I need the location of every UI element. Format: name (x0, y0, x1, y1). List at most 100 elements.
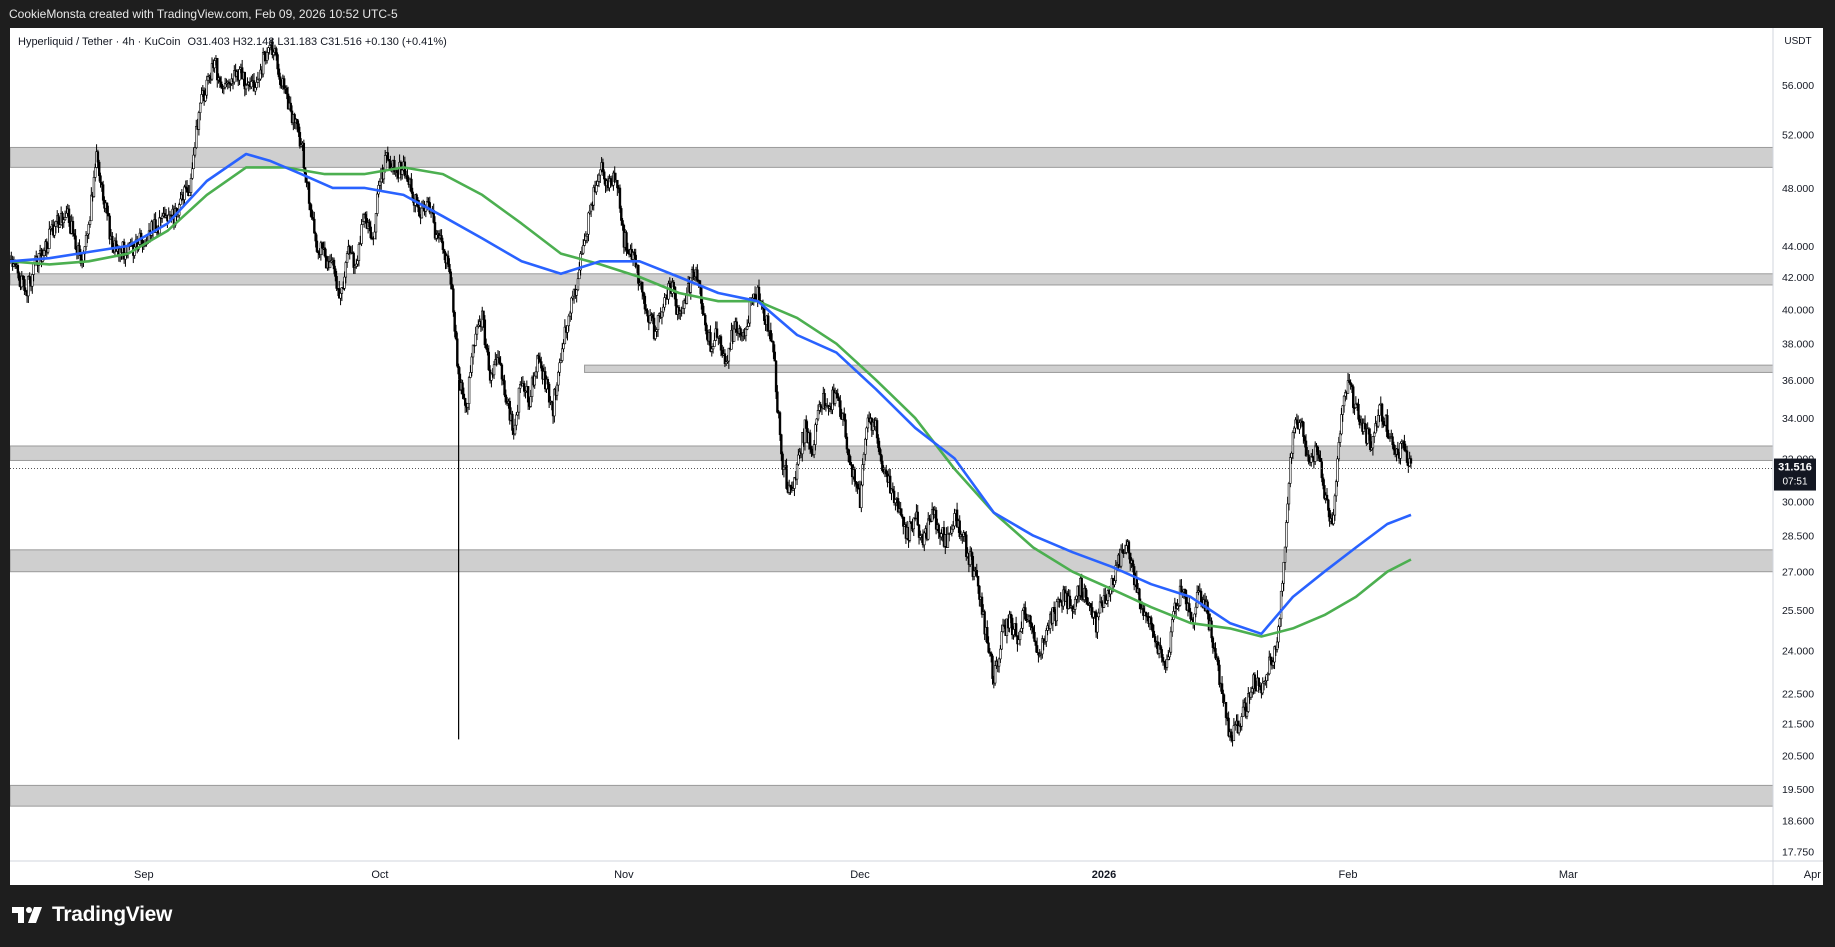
candle-body (1286, 503, 1289, 523)
candle-body (474, 333, 477, 346)
candle-body (546, 379, 550, 385)
candle-body (705, 324, 708, 335)
candle-body (471, 344, 475, 358)
candle-body (700, 286, 703, 304)
candle-body (1222, 693, 1225, 703)
candle-body (1257, 677, 1260, 686)
candle-body (108, 215, 111, 240)
candle-body (1289, 457, 1292, 484)
candle-body (885, 469, 888, 475)
candle-body (999, 648, 1002, 660)
candle-body (769, 330, 773, 342)
candle-body (713, 340, 716, 347)
candle-body (1121, 549, 1124, 553)
candle-body (566, 325, 569, 333)
candle-body (555, 384, 559, 396)
candle-body (1295, 419, 1299, 424)
candle-body (452, 288, 455, 313)
candle-body (744, 328, 748, 337)
y-tick-label: 44.000 (1782, 241, 1814, 253)
candle-body (1376, 415, 1380, 427)
candle-body (263, 51, 266, 55)
x-tick-label: Apr (1804, 869, 1821, 881)
candle-body (1281, 582, 1284, 592)
candle-body (781, 453, 784, 470)
candle-body (339, 293, 342, 299)
candle-body (1017, 639, 1020, 645)
candle-body (1227, 717, 1230, 737)
candle-body (313, 218, 316, 234)
candle-body (1307, 454, 1310, 462)
candle-body (32, 262, 35, 275)
candle-body (205, 79, 208, 96)
candle-body (461, 382, 464, 395)
candle-body (483, 319, 487, 346)
candle-body (1327, 499, 1330, 511)
candle-body (625, 232, 628, 251)
candle-body (355, 263, 358, 267)
candle-body (983, 611, 986, 635)
candle-body (739, 328, 742, 336)
candle-body (853, 469, 856, 482)
candle-body (1193, 613, 1196, 624)
candle-body (297, 123, 300, 133)
candle-body (558, 362, 561, 373)
candle-body (1171, 619, 1174, 633)
candle-body (534, 371, 538, 377)
candle-body (727, 347, 731, 362)
y-tick-label: 25.500 (1782, 605, 1814, 617)
candle-body (296, 118, 299, 125)
currency-label: USDT (1784, 36, 1811, 47)
y-tick-label: 38.000 (1782, 339, 1814, 351)
candle-body (503, 380, 506, 396)
candle-body (285, 87, 288, 95)
candle-body (63, 217, 67, 221)
price-chart[interactable]: 17.750 18.600 19.500 20.500 21.500 22.500 24.0… (10, 28, 1823, 885)
candle-body (1265, 674, 1268, 681)
candle-body (65, 212, 68, 218)
candle-body (58, 224, 62, 228)
candle-body (526, 386, 530, 403)
candle-body (62, 219, 65, 224)
candle-body (757, 286, 761, 301)
candle-body (529, 396, 532, 407)
candle-body (1080, 578, 1083, 598)
candle-body (1342, 395, 1346, 407)
candle-body (1216, 657, 1220, 666)
candle-body (950, 528, 954, 534)
tradingview-logo[interactable]: TradingView (12, 900, 172, 930)
candle-body (1188, 603, 1191, 613)
candle-body (191, 168, 194, 179)
candle-body (908, 521, 912, 541)
countdown-label: 07:51 (1782, 477, 1807, 488)
candle-body (894, 499, 897, 503)
candle-body (746, 326, 749, 330)
candles-layer (10, 38, 1413, 747)
candle-body (772, 341, 775, 353)
candle-body (1336, 458, 1339, 482)
symbol-legend: Hyperliquid / Tether · 4h · KuCoin O31.4… (18, 36, 447, 48)
candle-body (987, 642, 990, 653)
candle-body (310, 209, 313, 218)
candle-body (1249, 691, 1253, 698)
sr-zone (10, 273, 1774, 286)
candle-body (1302, 421, 1305, 437)
candle-body (183, 186, 186, 200)
candle-body (192, 154, 195, 170)
candle-body (654, 331, 657, 339)
chart-frame[interactable]: 17.750 18.600 19.500 20.500 21.500 22.500 24.0… (10, 28, 1823, 885)
candle-body (1052, 607, 1056, 613)
candle-body (1303, 436, 1306, 442)
candle-body (467, 377, 471, 404)
candle-body (254, 87, 257, 92)
candle-body (1332, 514, 1335, 525)
candle-body (107, 212, 110, 217)
candle-body (1367, 428, 1371, 435)
candle-body (1287, 483, 1291, 505)
candle-body (1268, 656, 1271, 675)
candle-body (1189, 611, 1192, 620)
candle-body (500, 364, 504, 380)
candle-body (1313, 445, 1317, 462)
x-tick-label: Nov (614, 869, 634, 881)
candle-body (881, 460, 884, 471)
